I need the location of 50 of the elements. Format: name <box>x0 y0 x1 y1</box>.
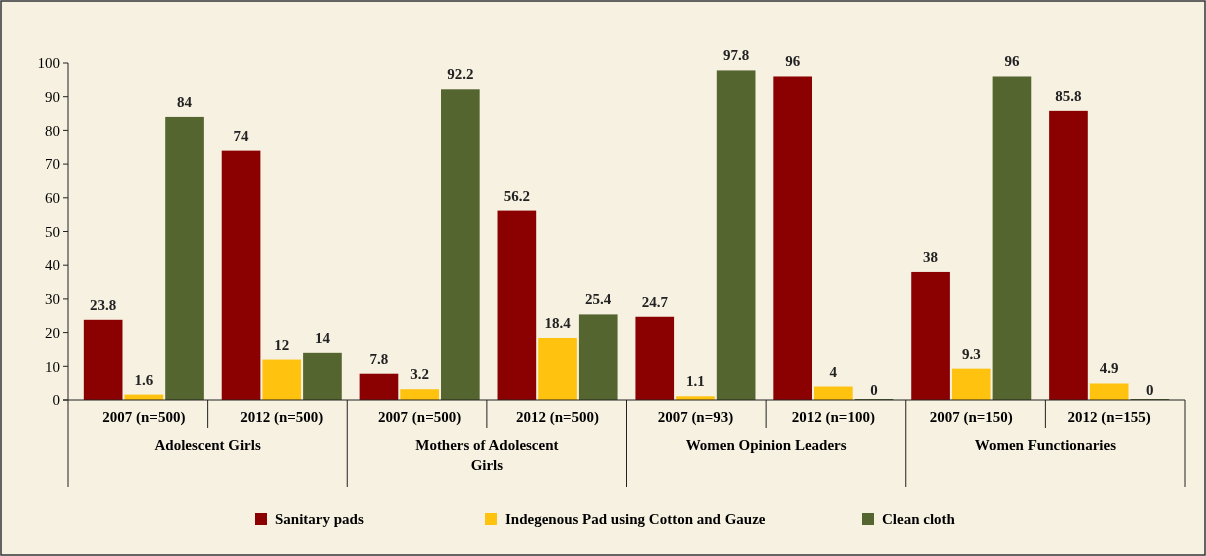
y-tick-label: 100 <box>37 55 60 72</box>
y-tick-label: 60 <box>45 190 60 207</box>
data-label: 3.2 <box>410 366 430 383</box>
y-tick-label: 40 <box>45 257 60 274</box>
data-label: 23.8 <box>90 296 117 313</box>
y-tick-label: 80 <box>45 122 60 139</box>
data-label: 25.4 <box>585 291 612 308</box>
data-label: 18.4 <box>544 314 572 331</box>
y-tick-label: 70 <box>45 156 60 173</box>
text: Women Opinion Leaders <box>685 437 847 453</box>
y-tick-label: 10 <box>45 358 60 375</box>
data-label: 4.9 <box>1099 360 1119 377</box>
y-tick-label: 90 <box>45 88 60 105</box>
data-label: 96 <box>1004 53 1020 70</box>
data-label: 92.2 <box>447 66 474 83</box>
x-tick-label: 2012 (n=155) <box>1067 409 1151 426</box>
data-label: 24.7 <box>641 293 669 310</box>
x-tick-label: 2007 (n=500) <box>102 409 186 426</box>
legend-label: Indegenous Pad using Cotton and Gauze <box>505 511 766 527</box>
x-tick-label: 2012 (n=100) <box>791 409 875 426</box>
data-label: 38 <box>923 248 939 265</box>
text: Mothers of Adolescent Girls <box>415 437 559 473</box>
x-tick-label: 2012 (n=500) <box>515 409 600 426</box>
text: Adolescent Girls <box>154 437 261 453</box>
x-tick-label: 2007 (n=500) <box>378 409 462 426</box>
data-label: 9.3 <box>961 345 981 362</box>
x-tick-label: 2007 (n=150) <box>929 409 1013 426</box>
data-label: 56.2 <box>503 187 530 204</box>
data-label: 4 <box>829 363 838 380</box>
data-label: 7.8 <box>369 350 389 367</box>
y-tick-label: 50 <box>45 223 60 240</box>
data-label: 0 <box>870 382 878 398</box>
y-tick-label: 0 <box>52 392 60 409</box>
data-label: 0 <box>1146 382 1154 398</box>
data-label: 14 <box>314 329 331 346</box>
y-tick-label: 30 <box>45 291 60 308</box>
x-tick-label: 2012 (n=500) <box>240 409 324 426</box>
data-label: 85.8 <box>1055 87 1082 104</box>
data-label: 97.8 <box>723 47 750 64</box>
data-label: 1.1 <box>686 373 705 390</box>
legend-label: Sanitary pads <box>275 511 364 527</box>
data-label: 1.6 <box>134 371 154 388</box>
data-label: 84 <box>177 93 193 110</box>
x-tick-label: 2007 (n=93) <box>657 409 734 426</box>
data-label: 96 <box>785 53 801 70</box>
text: Women Functionaries <box>974 437 1117 453</box>
legend-label: Clean cloth <box>882 511 956 527</box>
data-label: 12 <box>274 336 290 353</box>
y-tick-label: 20 <box>45 324 60 341</box>
data-label: 74 <box>233 127 250 144</box>
